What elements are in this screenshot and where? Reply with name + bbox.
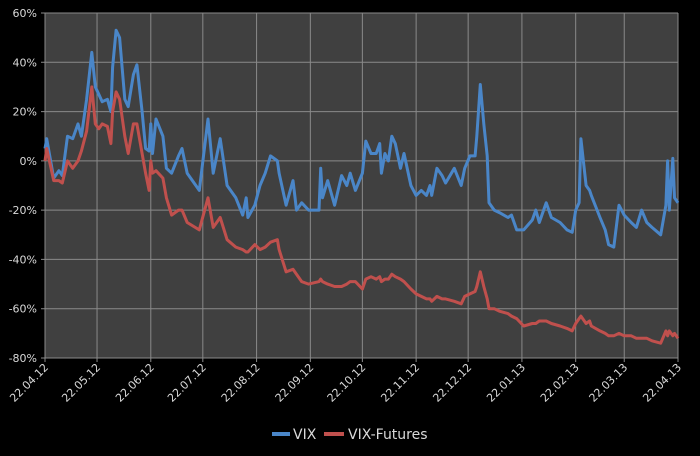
y-tick-label: -60% xyxy=(9,303,37,316)
y-tick-label: 60% xyxy=(13,7,37,20)
x-tick-label: 22.06.12 xyxy=(113,361,157,405)
y-tick-label: 40% xyxy=(13,56,37,69)
x-tick-label: 22.12.12 xyxy=(430,361,474,405)
y-axis: 60% 40% 20% 0% -20% -40% -60% -80% xyxy=(9,7,37,365)
x-tick-label: 22.01.13 xyxy=(484,361,528,405)
x-tick-label: 22.02.13 xyxy=(538,361,582,405)
x-tick-label: 22.05.12 xyxy=(59,361,103,405)
x-tick-label: 22.09.12 xyxy=(273,361,317,405)
y-tick-label: 20% xyxy=(13,106,37,119)
series-line-vix xyxy=(43,28,680,249)
x-tick-label: 22.08.12 xyxy=(219,361,263,405)
x-tick-label: 22.04.13 xyxy=(640,361,684,405)
y-tick-label: -80% xyxy=(9,352,37,365)
x-tick-label: 22.04.12 xyxy=(7,361,51,405)
x-tick-label: 22.10.12 xyxy=(325,361,369,405)
x-axis: 22.04.12 22.05.12 22.06.12 22.07.12 22.08.12… xyxy=(7,361,684,405)
plot-area xyxy=(45,13,678,358)
x-tick-label: 22.11.12 xyxy=(378,361,422,405)
y-tick-label: 0% xyxy=(20,155,37,168)
series-lines xyxy=(43,28,680,345)
y-tick-label: -20% xyxy=(9,204,37,217)
legend-label-vix: VIX xyxy=(293,427,317,443)
series-line-vix-futures xyxy=(43,85,680,345)
x-tick-label: 22.03.13 xyxy=(587,361,631,405)
gridlines xyxy=(41,12,679,362)
legend: VIX VIX-Futures xyxy=(272,427,428,443)
x-tick-label: 22.07.12 xyxy=(165,361,209,405)
legend-label-vix-futures: VIX-Futures xyxy=(348,427,428,443)
y-tick-label: -40% xyxy=(9,253,37,266)
